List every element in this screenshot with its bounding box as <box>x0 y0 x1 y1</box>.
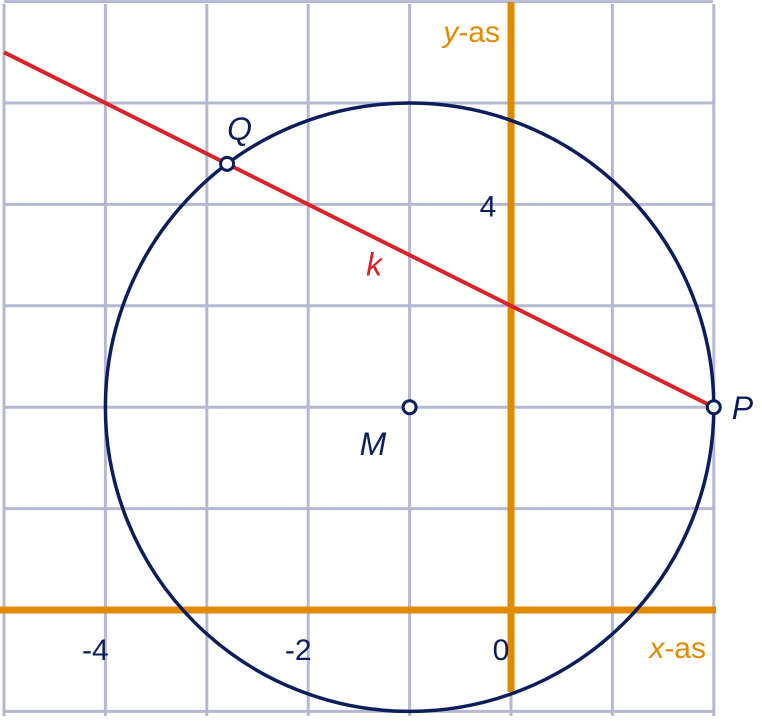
point-P <box>705 399 722 416</box>
x-axis-label: x-as <box>647 632 706 665</box>
x-tick-label: -4 <box>82 634 109 667</box>
center-point-M <box>401 399 418 416</box>
line-k <box>3 50 715 409</box>
x-axis-label-var: x <box>647 632 665 665</box>
y-axis-label-var: y <box>441 16 460 49</box>
point-Q <box>219 155 236 172</box>
point-label-Q: Q <box>227 111 252 147</box>
x-tick-label: 0 <box>493 634 510 667</box>
x-tick-label: -2 <box>285 634 312 667</box>
line-label-k: k <box>366 246 384 282</box>
figure <box>3 50 722 714</box>
point-label-M: M <box>360 426 387 462</box>
y-axis-label-rest: -as <box>458 16 500 49</box>
x-axis-label-rest: -as <box>664 632 706 665</box>
y-axis-label: y-as <box>441 16 500 49</box>
point-label-P: P <box>732 390 754 426</box>
axes <box>0 2 716 692</box>
labels: y-as x-as k M Q P -4 -2 04 <box>82 16 754 667</box>
y-tick-label: 4 <box>480 190 497 223</box>
